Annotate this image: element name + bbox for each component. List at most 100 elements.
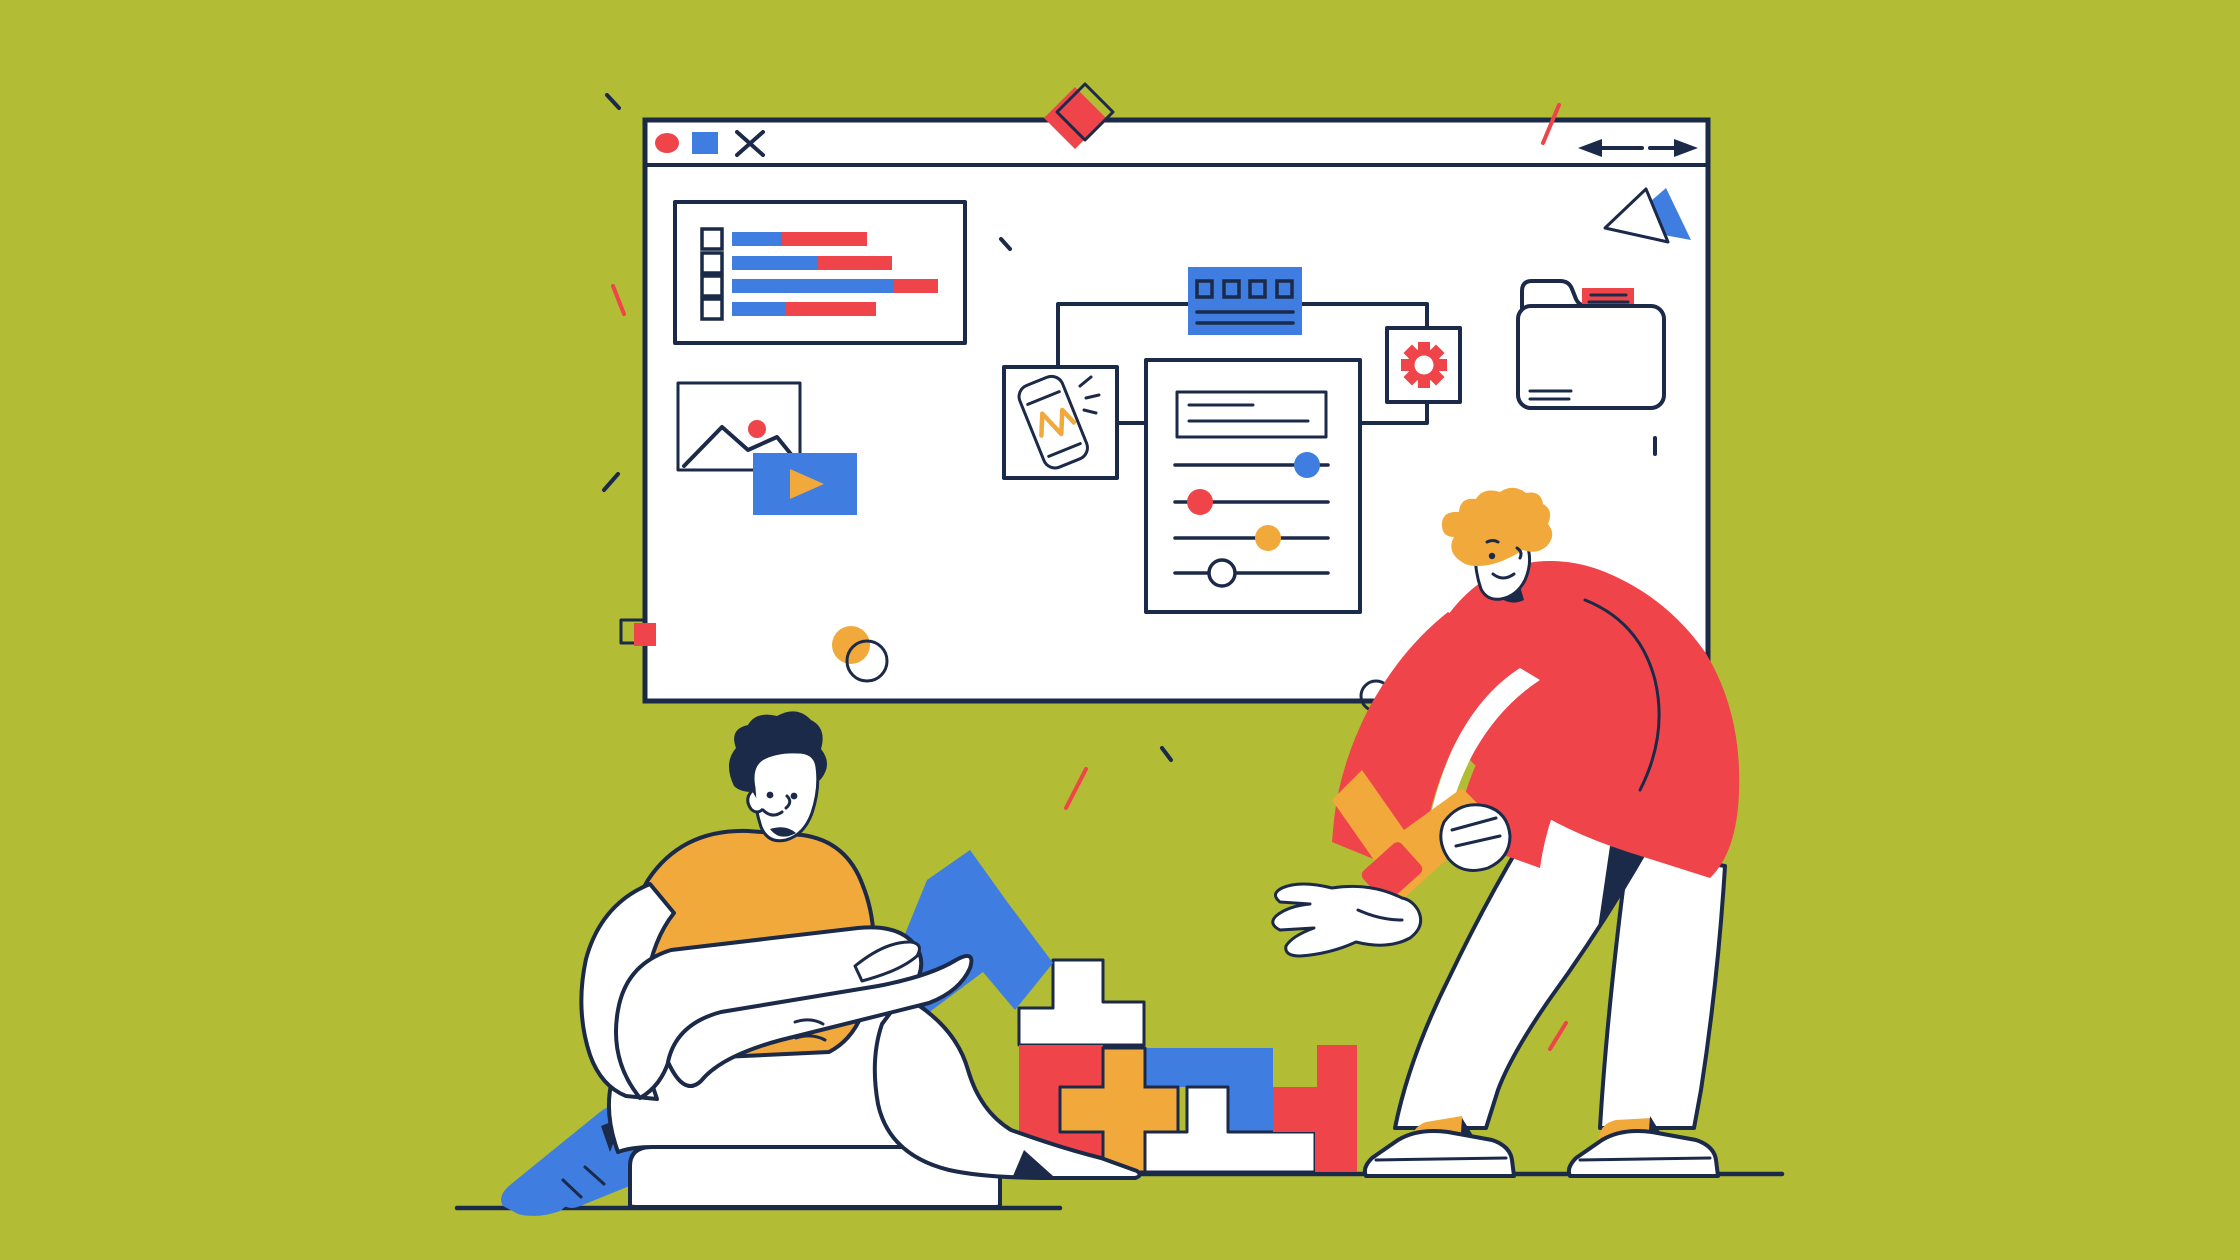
- checkbox: [700, 227, 724, 251]
- right-person-back-leg: [1598, 848, 1727, 1130]
- sliders: [1173, 452, 1330, 588]
- checkbox: [700, 251, 724, 275]
- bar-red-segment: [818, 256, 892, 270]
- right-person-hand-grip: [1439, 803, 1512, 872]
- folder-front: [1516, 304, 1666, 410]
- play-icon: [790, 469, 824, 499]
- yellow-chevron-block: [1332, 770, 1492, 900]
- diamond-decoration: [1044, 82, 1115, 149]
- shoe-lace: [583, 1165, 606, 1186]
- server-square: [1275, 279, 1294, 299]
- foot-sole-shadow: [1013, 1150, 1053, 1176]
- paper-plane-outline: [1603, 187, 1670, 244]
- bar-blue-segment: [732, 232, 782, 246]
- right-person-smile: [1491, 572, 1516, 580]
- signal-lines-icon: [1078, 375, 1101, 415]
- checkbox: [700, 274, 724, 298]
- gear-icon: [1401, 342, 1447, 388]
- server-square: [1222, 279, 1241, 299]
- left-person-eye: [790, 792, 798, 800]
- white-stair-block: [1017, 958, 1146, 1047]
- sun-icon: [748, 420, 766, 438]
- bar-blue-segment: [732, 279, 894, 293]
- confetti-line: [1541, 103, 1561, 145]
- confetti-line: [1064, 767, 1088, 810]
- yellow-circle: [832, 626, 870, 664]
- yellow-plus-block: [1058, 1046, 1180, 1174]
- smartphone-icon: [1017, 374, 1089, 470]
- legs-shadow: [1598, 846, 1645, 928]
- device-node: [1002, 365, 1119, 480]
- red-dot-icon: [655, 133, 679, 153]
- window-titlebar: [655, 130, 1698, 157]
- folder-icon: [1516, 279, 1666, 410]
- right-person-hair: [1441, 487, 1553, 566]
- bar-red-segment: [785, 302, 876, 316]
- slider-knob: [1187, 489, 1213, 515]
- slider-knob: [1294, 452, 1320, 478]
- server-square: [1248, 279, 1267, 299]
- blue-square-icon: [692, 132, 718, 154]
- back-arrow-icon: [1578, 139, 1644, 157]
- hand-detail: [794, 1034, 827, 1042]
- slider-knob: [1255, 525, 1281, 551]
- red-square-on-left-edge: [619, 618, 656, 646]
- settings-node: [1385, 326, 1462, 404]
- paper-plane-icon: [1603, 187, 1691, 244]
- blue-s-block: [1145, 1048, 1273, 1132]
- left-person-face: [751, 750, 820, 843]
- sleeve-cuff: [1361, 842, 1423, 902]
- forward-arrow-icon: [1648, 139, 1698, 157]
- shoe-line: [1374, 1156, 1508, 1162]
- hand-detail: [1454, 834, 1502, 848]
- confetti-line: [605, 93, 621, 110]
- left-person-eye: [766, 791, 774, 799]
- bar-red-segment: [782, 232, 867, 246]
- red-h-block: [1273, 1045, 1357, 1172]
- shoe-line: [1578, 1156, 1712, 1162]
- bar-blue-segment: [732, 302, 785, 316]
- hand-detail: [1356, 908, 1404, 922]
- checkbox: [700, 297, 724, 321]
- left-person-smile: [761, 808, 784, 817]
- left-person-chin-shadow: [770, 827, 796, 837]
- form-input-box: [1175, 390, 1328, 439]
- server-square: [1195, 279, 1214, 299]
- left-person-head: [728, 711, 827, 843]
- confetti-line: [1548, 1021, 1568, 1051]
- shoe-lace: [561, 1178, 583, 1199]
- right-person-head: [1441, 487, 1553, 603]
- left-person-finger: [853, 940, 921, 983]
- outline-circle: [845, 639, 889, 683]
- checklist-rows: [700, 227, 938, 321]
- video-thumbnail: [753, 453, 857, 515]
- slider-knob: [1207, 558, 1237, 588]
- outline-diamond: [1055, 82, 1115, 142]
- left-person-nose: [784, 794, 792, 810]
- confetti: [602, 93, 1657, 1051]
- server-detail: [1195, 279, 1295, 325]
- confetti-line: [999, 237, 1012, 251]
- right-person-brow: [1485, 539, 1500, 544]
- right-person: [1271, 487, 1740, 1178]
- hand-detail: [793, 1018, 825, 1026]
- left-person-knee-leg: [872, 994, 1142, 1180]
- confetti-line: [602, 472, 620, 492]
- confetti-line: [1160, 746, 1173, 762]
- right-person-ear: [1515, 546, 1523, 560]
- right-person-hand-open: [1271, 882, 1423, 958]
- window-content: [673, 187, 1691, 683]
- hand-detail: [1450, 816, 1498, 832]
- right-shoe-front: [1362, 1129, 1516, 1178]
- left-person: [501, 711, 1142, 1216]
- form-node: [1144, 358, 1362, 614]
- browser-window: [619, 117, 1711, 717]
- bar-blue-segment: [732, 256, 818, 270]
- confetti-line: [611, 284, 626, 316]
- server-body: [1188, 267, 1302, 335]
- right-person-eye: [1488, 552, 1496, 560]
- right-shoe-back: [1566, 1129, 1720, 1178]
- server-node: [1188, 267, 1302, 335]
